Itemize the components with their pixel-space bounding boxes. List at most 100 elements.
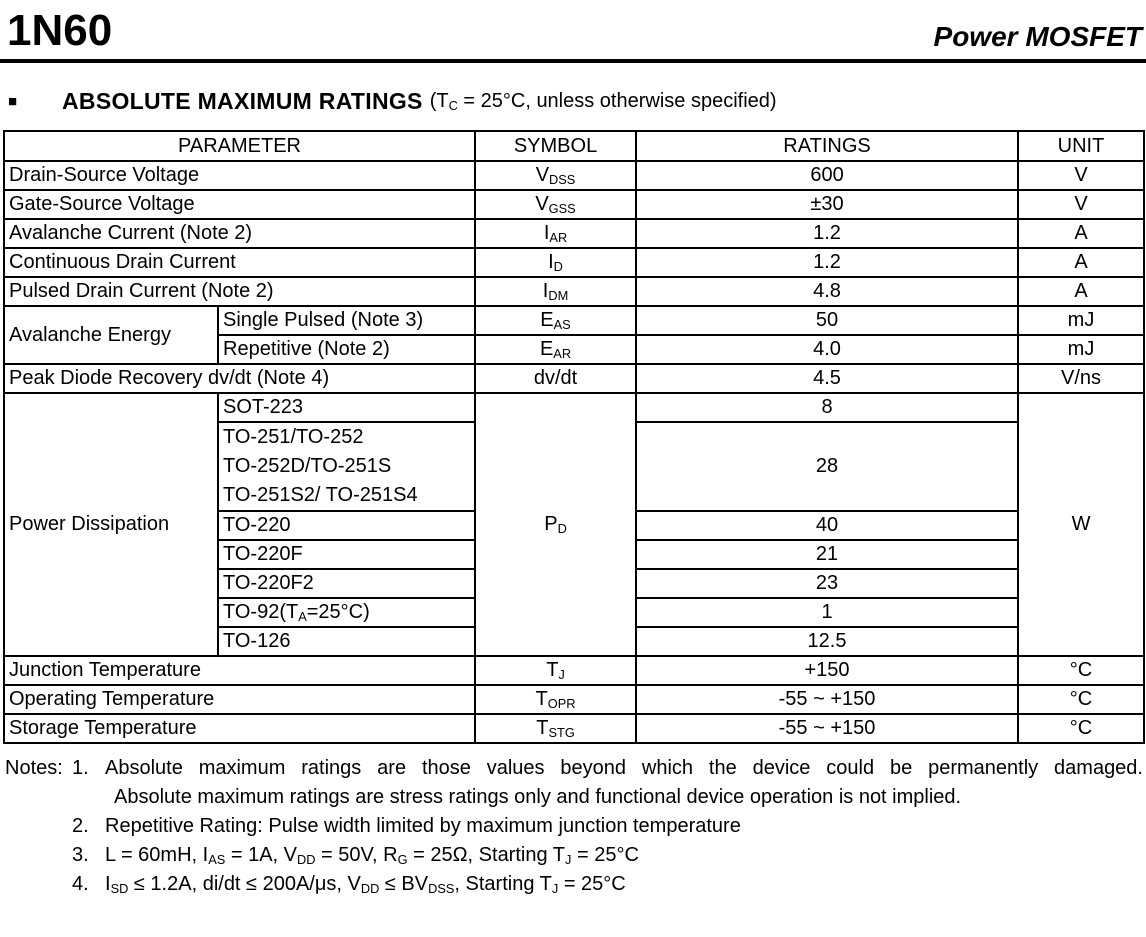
cell-unit: mJ (1017, 305, 1146, 336)
cell-symbol: ID (474, 247, 638, 278)
cell-parameter: Storage Temperature (2, 713, 477, 744)
cell-rating: +150 (635, 655, 1020, 686)
table-row: TO-220F2 23 (4, 568, 1144, 599)
section-bullet-icon: ■ (8, 93, 18, 110)
header-rule (0, 59, 1146, 63)
part-number: 1N60 (7, 6, 113, 55)
table-row: Gate-Source Voltage VGSS ±30 V (2, 189, 1146, 220)
cell-parameter: Operating Temperature (2, 684, 477, 715)
cell-symbol: VDSS (474, 160, 638, 191)
cell-symbol: PD (474, 392, 638, 657)
cell-symbol: TJ (474, 655, 638, 686)
note-line: Absolute maximum ratings are those value… (105, 757, 1143, 779)
cell-symbol: EAS (474, 305, 638, 336)
cell-rating: 40 (635, 510, 1020, 541)
note-text: L = 60mH, IAS = 1A, VDD = 50V, RG = 25Ω,… (105, 844, 639, 868)
section-condition: (TC = 25°C, unless otherwise specified) (429, 90, 777, 114)
section-title: ABSOLUTE MAXIMUM RATINGS (62, 88, 423, 114)
cell-rating: -55 ~ +150 (635, 713, 1020, 744)
cell-unit: °C (1017, 684, 1146, 715)
cell-unit: °C (1017, 655, 1146, 686)
cell-sub-parameter: TO-251/TO-252 TO-252D/TO-251S TO-251S2/ … (216, 421, 477, 512)
cell-rating: 21 (635, 539, 1020, 570)
table-row: Peak Diode Recovery dv/dt (Note 4) dv/dt… (2, 363, 1146, 394)
cell-rating: 600 (635, 160, 1020, 191)
note-text: Repetitive Rating: Pulse width limited b… (105, 815, 741, 837)
cell-parameter: Avalanche Current (Note 2) (2, 218, 477, 249)
cell-parameter: Junction Temperature (2, 655, 477, 686)
cell-rating: 4.5 (635, 363, 1020, 394)
document-type: Power MOSFET (933, 21, 1142, 52)
cell-parameter: Drain-Source Voltage (2, 160, 477, 191)
section-heading: ■ ABSOLUTE MAXIMUM RATINGS (TC = 25°C, u… (8, 88, 1146, 115)
note-number: 2. (72, 815, 89, 837)
cell-rating: 4.0 (635, 334, 1020, 365)
table-row: Continuous Drain Current ID 1.2 A (2, 247, 1146, 278)
table-row: TO-220F 21 (4, 539, 1144, 570)
absolute-maximum-ratings-table: PARAMETER SYMBOL RATINGS UNIT Drain-Sour… (2, 130, 1146, 744)
cell-parameter: Power Dissipation (3, 392, 219, 657)
table-row: Storage Temperature TSTG -55 ~ +150 °C (2, 713, 1146, 744)
cell-rating: 1 (635, 597, 1020, 628)
cell-symbol: TOPR (474, 684, 638, 715)
cell-symbol: VGSS (474, 189, 638, 220)
table-row: TO-92(TA=25°C) 1 (4, 597, 1144, 628)
table-row: Repetitive (Note 2) EAR 4.0 mJ (4, 334, 1146, 365)
table-row: Operating Temperature TOPR -55 ~ +150 °C (2, 684, 1146, 715)
cell-unit: A (1017, 218, 1146, 249)
cell-rating: 1.2 (635, 247, 1020, 278)
cell-sub-parameter: TO-220F (216, 539, 477, 570)
table-row: Avalanche Current (Note 2) IAR 1.2 A (2, 218, 1146, 249)
cell-unit: W (1017, 392, 1146, 657)
cell-unit: °C (1017, 713, 1146, 744)
notes-label: Notes: (5, 757, 63, 779)
cell-parameter: Gate-Source Voltage (2, 189, 477, 220)
notes-list: 1. Absolute maximum ratings are those va… (72, 754, 1143, 899)
note-item: 3. L = 60mH, IAS = 1A, VDD = 50V, RG = 2… (72, 841, 1143, 870)
cell-sub-parameter: Repetitive (Note 2) (216, 334, 477, 365)
note-item: 1. Absolute maximum ratings are those va… (72, 754, 1143, 812)
cell-symbol: TSTG (474, 713, 638, 744)
note-item: 4. ISD ≤ 1.2A, di/dt ≤ 200A/μs, VDD ≤ BV… (72, 870, 1143, 899)
cell-rating: 1.2 (635, 218, 1020, 249)
page-header: 1N60 Power MOSFET (0, 0, 1146, 56)
cell-rating: 50 (635, 305, 1020, 336)
cell-sub-parameter: TO-220 (216, 510, 477, 541)
table-row: Drain-Source Voltage VDSS 600 V (2, 160, 1146, 191)
cell-sub-parameter: TO-126 (216, 626, 477, 657)
column-header-unit: UNIT (1017, 130, 1146, 162)
cell-sub-parameter: TO-220F2 (216, 568, 477, 599)
column-header-parameter: PARAMETER (2, 130, 477, 162)
table-row: TO-126 12.5 (4, 626, 1144, 657)
table-row: TO-251/TO-252 TO-252D/TO-251S TO-251S2/ … (4, 421, 1144, 512)
note-number: 3. (72, 844, 89, 866)
cell-sub-parameter: SOT-223 (216, 392, 477, 423)
cell-unit: V (1017, 160, 1146, 191)
table-row: Junction Temperature TJ +150 °C (2, 655, 1146, 686)
cell-unit: A (1017, 247, 1146, 278)
cell-symbol: EAR (474, 334, 638, 365)
column-header-ratings: RATINGS (635, 130, 1020, 162)
cell-rating: 4.8 (635, 276, 1020, 307)
table-row: Pulsed Drain Current (Note 2) IDM 4.8 A (2, 276, 1146, 307)
cell-unit: A (1017, 276, 1146, 307)
cell-symbol: IDM (474, 276, 638, 307)
note-number: 4. (72, 873, 89, 895)
table-row: TO-220 40 (4, 510, 1144, 541)
cell-symbol: dv/dt (474, 363, 638, 394)
note-line: Absolute maximum ratings are stress rati… (114, 786, 962, 808)
note-number: 1. (72, 757, 89, 779)
table-header-row: PARAMETER SYMBOL RATINGS UNIT (2, 130, 1146, 162)
table-row: Power Dissipation SOT-223 PD 8 W (3, 392, 1146, 657)
cell-unit: V (1017, 189, 1146, 220)
note-text: ISD ≤ 1.2A, di/dt ≤ 200A/μs, VDD ≤ BVDSS… (105, 873, 626, 897)
note-text: Absolute maximum ratings are those value… (105, 754, 1143, 812)
cell-unit: mJ (1017, 334, 1146, 365)
cell-sub-parameter: Single Pulsed (Note 3) (216, 305, 477, 336)
table-row: Avalanche Energy Single Pulsed (Note 3) … (3, 305, 1146, 365)
cell-sub-parameter: TO-92(TA=25°C) (216, 597, 477, 628)
cell-rating: 8 (635, 392, 1020, 423)
notes-section: Notes: 1. Absolute maximum ratings are t… (0, 754, 1146, 899)
cell-parameter: Pulsed Drain Current (Note 2) (2, 276, 477, 307)
cell-rating: 12.5 (635, 626, 1020, 657)
